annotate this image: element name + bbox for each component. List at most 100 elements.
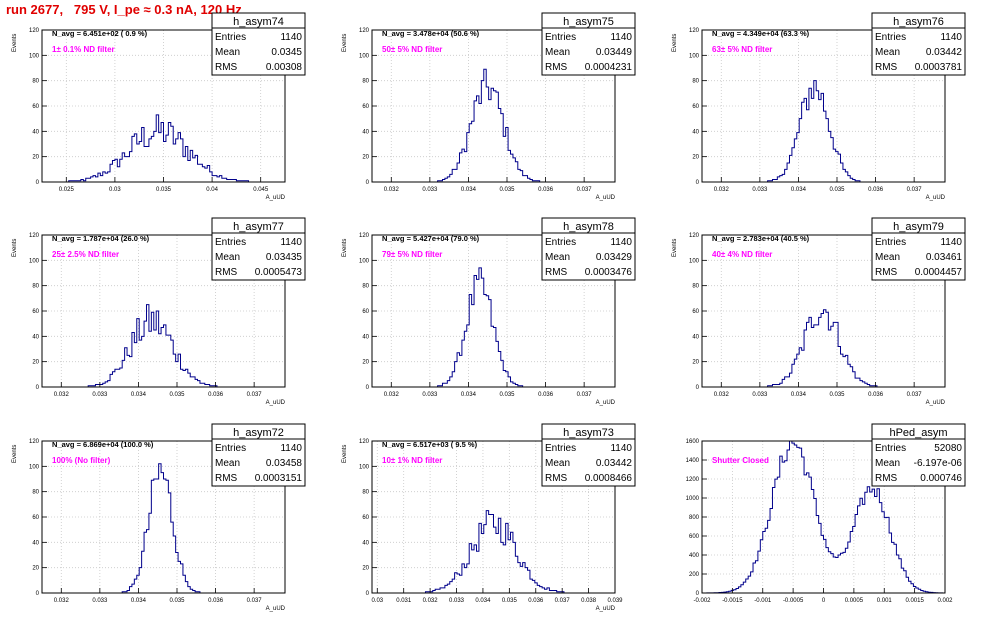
stats-value-mean: 0.03458	[266, 458, 303, 469]
stats-value-rms: 0.0003781	[915, 62, 963, 73]
x-tick-label: 0.032	[54, 598, 70, 604]
x-tick-label: -0.001	[754, 598, 772, 604]
stats-key-rms: RMS	[545, 473, 568, 484]
y-tick-label: 120	[359, 28, 370, 34]
x-tick-label: 0.0015	[905, 598, 924, 604]
stats-value-mean: 0.03435	[266, 252, 303, 263]
x-tick-label: 0.035	[169, 392, 185, 398]
x-tick-label: 0.037	[907, 392, 923, 398]
y-tick-label: 60	[32, 515, 39, 521]
y-tick-label: 40	[362, 129, 369, 135]
x-tick-label: 0	[822, 598, 826, 604]
histogram-line	[702, 440, 945, 594]
filter-label: 79± 5% ND filter	[382, 250, 442, 259]
x-axis-label: A_uUD	[266, 606, 286, 612]
histogram-name: h_asym75	[563, 16, 614, 28]
stats-key-rms: RMS	[215, 473, 238, 484]
y-tick-label: 40	[362, 540, 369, 546]
stats-key-rms: RMS	[875, 267, 898, 278]
x-tick-label: 0.033	[449, 598, 465, 604]
y-tick-label: 120	[689, 28, 700, 34]
x-tick-label: 0.032	[714, 392, 730, 398]
stats-key-entries: Entries	[215, 237, 246, 248]
x-tick-label: 0.032	[384, 187, 400, 193]
y-tick-label: 0	[36, 591, 40, 597]
y-tick-label: 0	[696, 180, 700, 186]
stats-value-entries: 1140	[280, 32, 302, 43]
y-tick-label: 20	[362, 566, 369, 572]
stats-value-entries: 1140	[610, 443, 632, 454]
y-tick-label: 20	[692, 360, 699, 366]
x-tick-label: 0.037	[555, 598, 571, 604]
histogram-line	[42, 304, 285, 388]
y-tick-label: 40	[362, 334, 369, 340]
x-tick-label: 0.032	[384, 392, 400, 398]
stats-value-mean: 0.0345	[271, 47, 302, 58]
x-tick-label: 0.035	[502, 598, 518, 604]
x-tick-label: 0.035	[499, 187, 515, 193]
stats-value-rms: 0.00308	[266, 62, 303, 73]
x-axis-label: A_uUD	[596, 400, 616, 406]
histogram-panel-h_asym74	[41, 12, 306, 183]
stats-box	[211, 438, 306, 487]
y-tick-label: 600	[689, 534, 700, 540]
x-tick-label: 0.037	[247, 392, 263, 398]
x-tick-label: 0.033	[422, 187, 438, 193]
x-tick-label: 0.035	[169, 598, 185, 604]
y-tick-label: 40	[32, 540, 39, 546]
y-tick-label: 40	[32, 129, 39, 135]
stats-value-entries: 1140	[940, 237, 962, 248]
stats-key-entries: Entries	[215, 443, 246, 454]
x-tick-label: 0.035	[156, 187, 172, 193]
x-tick-label: 0.035	[829, 392, 845, 398]
y-tick-label: 200	[689, 572, 700, 578]
y-tick-label: 100	[29, 464, 40, 470]
histogram-panel-hPed_asym	[701, 423, 966, 594]
x-tick-label: 0.025	[59, 187, 75, 193]
y-axis-label: Events	[342, 239, 348, 257]
stats-value-rms: 0.0004231	[585, 62, 633, 73]
x-tick-label: 0.036	[868, 392, 884, 398]
stats-key-mean: Mean	[215, 252, 240, 263]
y-tick-label: 60	[32, 309, 39, 315]
x-tick-label: 0.0005	[845, 598, 864, 604]
x-tick-label: 0.038	[581, 598, 597, 604]
x-tick-label: 0.001	[877, 598, 893, 604]
stats-value-mean: -6.197e-06	[914, 458, 963, 469]
x-tick-label: 0.032	[423, 598, 439, 604]
filter-label: 50± 5% ND filter	[382, 45, 442, 54]
y-tick-label: 0	[696, 591, 700, 597]
histogram-panel-h_asym72	[41, 423, 306, 594]
x-tick-label: 0.03	[371, 598, 383, 604]
stats-value-mean: 0.03449	[596, 47, 633, 58]
y-tick-label: 60	[32, 104, 39, 110]
y-tick-label: 100	[29, 258, 40, 264]
stats-key-entries: Entries	[545, 32, 576, 43]
y-axis-label: Events	[672, 34, 678, 52]
histogram-panel-h_asym76	[701, 12, 966, 183]
y-axis-label: Events	[672, 239, 678, 257]
x-tick-label: 0.002	[937, 598, 953, 604]
stats-key-mean: Mean	[215, 47, 240, 58]
y-tick-label: 20	[32, 566, 39, 572]
histogram-panel-h_asym78	[371, 217, 636, 388]
stats-key-entries: Entries	[875, 443, 906, 454]
x-tick-label: 0.034	[791, 187, 807, 193]
x-tick-label: 0.033	[752, 187, 768, 193]
x-tick-label: 0.034	[475, 598, 491, 604]
y-tick-label: 0	[366, 385, 370, 391]
y-tick-label: 1000	[686, 496, 700, 502]
stats-value-entries: 52080	[934, 443, 962, 454]
y-axis-label: Events	[12, 34, 18, 52]
y-tick-label: 120	[689, 233, 700, 239]
y-tick-label: 40	[692, 129, 699, 135]
stats-key-mean: Mean	[215, 458, 240, 469]
histogram-name: h_asym73	[563, 427, 614, 439]
y-tick-label: 60	[692, 104, 699, 110]
y-tick-label: 100	[689, 53, 700, 59]
stats-key-mean: Mean	[875, 458, 900, 469]
x-tick-label: 0.033	[92, 392, 108, 398]
y-tick-label: 0	[36, 385, 40, 391]
stats-value-rms: 0.0005473	[255, 267, 303, 278]
y-tick-label: 120	[359, 439, 370, 445]
